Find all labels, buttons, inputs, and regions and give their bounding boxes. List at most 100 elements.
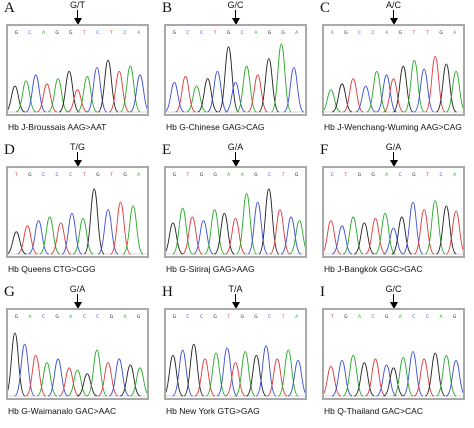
panel-h: H T/A G C C G T G G C T A Hb New York GTG>GAG [158,284,316,426]
base-call: G [227,30,231,36]
panel-c: C A/C A G C C A G T T G A Hb J-Wenchang-Wuming AAG>C… [316,0,474,142]
trace-peak [354,362,375,397]
base-call: A [227,172,231,178]
base-call: A [69,314,73,320]
base-call: G [15,314,19,320]
base-call: C [42,314,45,320]
trace-peak [172,349,194,397]
base-call: G [55,30,59,36]
trace-peak [86,67,108,113]
base-call: C [372,30,375,36]
base-call: C [412,314,415,320]
trace-peak [283,67,305,113]
trace-peak [445,70,463,113]
base-call: G [15,30,19,36]
mutation-label: T/A [228,284,243,294]
base-call: G [28,172,32,178]
trace-peak [277,349,299,397]
trace-peak [258,58,280,113]
trace-peak [183,343,205,397]
trace-peak [392,65,414,113]
trace-peak [445,360,463,397]
trace-peak [391,216,413,255]
trace-peak [8,332,26,397]
panel-caption: Hb J-Bangkok GGC>GAC [324,264,423,274]
base-call: T [109,172,113,178]
trace-peak [122,205,144,255]
base-call: A [399,314,403,320]
trace-peak [67,369,88,397]
base-call: C [358,30,361,36]
trace-peak [77,373,98,397]
trace-peak [50,222,72,255]
trace-peak [383,78,404,113]
trace-peak [413,68,435,113]
trace-peak [72,218,94,255]
base-call: C [186,30,189,36]
base-call: G [399,30,403,36]
base-call: C [83,314,86,320]
trace-peak [166,222,184,255]
base-call: A [440,314,444,320]
trace-peak [269,209,291,255]
panel-caption: Hb G-Waimanalo GAC>AAC [8,406,117,416]
panel-caption: Hb J-Broussais AAG>AAT [8,122,107,132]
base-call: G [344,30,348,36]
base-call: T [281,172,285,178]
trace-peak [331,83,353,113]
trace-peak [392,357,414,397]
base-call: T [425,30,429,36]
base-call: C [28,30,31,36]
trace-peak [205,352,227,397]
base-call: G [358,172,362,178]
base-call: G [69,30,73,36]
base-call: T [226,314,230,320]
panel-letter: E [162,142,172,158]
trace-peak [206,70,228,113]
base-call: A [453,30,457,36]
mutation-label: G/C [385,284,402,294]
base-call: G [123,172,127,178]
panel-letter: H [162,284,173,300]
panel-d: D T/G T G C C C T G T G A Hb Queens CTG>CGG [0,142,158,284]
mutation-label: G/C [227,0,244,10]
panel-caption: Hb Q-Thailand GAC>CAC [324,406,423,416]
trace-peak [266,358,288,397]
base-call: G [281,30,285,36]
trace-peak [435,63,457,113]
base-call: C [96,30,99,36]
base-call: A [453,172,457,178]
panel-a: A G/T G C A G G T C T C A Hb J-Broussais AAG>AAT [0,0,158,142]
panel-f: F G/A C T G G A C G T C A Hb J-Bangkok GGC>GAC [316,142,474,284]
base-call: A [254,30,258,36]
trace-peak [247,74,269,113]
base-call: A [385,30,389,36]
trace-peak [8,85,26,113]
base-call: G [96,172,100,178]
base-call: G [110,314,114,320]
panel-g: G G/A G A C G A C C G A G Hb G-Waimanalo GAC>AAC [0,284,158,426]
trace-peak [86,349,108,397]
trace-peak [383,227,404,255]
base-call: T [82,172,86,178]
panel-letter: I [320,284,325,300]
base-call: G [254,314,258,320]
trace-peak [197,78,218,113]
trace-peak [280,216,302,255]
base-call: A [358,314,362,320]
trace-peak [236,65,258,113]
base-call: C [372,314,375,320]
panel-letter: C [320,0,331,16]
trace-peak [342,354,364,397]
trace-peak [218,46,239,113]
base-call: T [186,172,190,178]
mutation-label: G/A [385,142,402,152]
